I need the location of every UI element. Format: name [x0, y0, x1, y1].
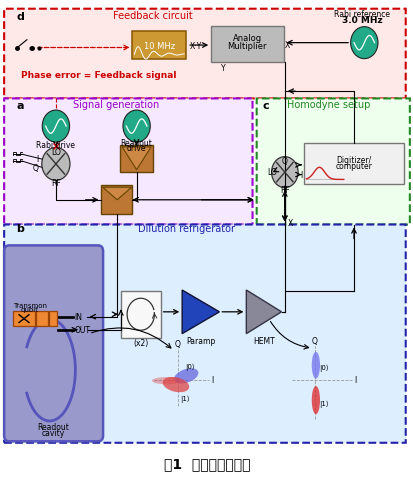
- Circle shape: [42, 148, 70, 181]
- FancyBboxPatch shape: [304, 144, 403, 185]
- FancyBboxPatch shape: [132, 32, 186, 60]
- FancyBboxPatch shape: [4, 10, 405, 99]
- Text: c: c: [261, 101, 268, 110]
- Text: |1⟩: |1⟩: [318, 400, 328, 407]
- Text: LO: LO: [51, 148, 61, 157]
- Text: Signal generation: Signal generation: [73, 100, 159, 110]
- FancyBboxPatch shape: [4, 225, 405, 443]
- Text: RF: RF: [279, 186, 289, 195]
- Text: IN: IN: [74, 313, 82, 321]
- Text: HEMT: HEMT: [252, 337, 274, 346]
- Circle shape: [123, 111, 150, 143]
- Text: a: a: [17, 101, 24, 110]
- FancyBboxPatch shape: [121, 291, 160, 338]
- Text: X·Y: X·Y: [189, 42, 202, 50]
- Text: Readout: Readout: [37, 423, 69, 431]
- Text: |1⟩: |1⟩: [180, 395, 189, 402]
- Text: 3.0 MHz: 3.0 MHz: [341, 16, 382, 25]
- Text: Transmon: Transmon: [13, 302, 47, 308]
- Ellipse shape: [311, 352, 319, 378]
- Text: |0⟩: |0⟩: [185, 363, 195, 370]
- Text: LO: LO: [266, 167, 276, 176]
- Ellipse shape: [311, 386, 319, 414]
- FancyBboxPatch shape: [13, 311, 35, 327]
- FancyBboxPatch shape: [4, 246, 103, 441]
- Text: Analog: Analog: [232, 34, 261, 43]
- Ellipse shape: [174, 368, 198, 384]
- Text: OUT: OUT: [74, 326, 90, 334]
- Text: (x2): (x2): [133, 338, 148, 347]
- Polygon shape: [122, 148, 151, 170]
- Text: Readout: Readout: [121, 139, 152, 148]
- Text: Q: Q: [281, 156, 287, 165]
- Text: I: I: [299, 171, 301, 180]
- FancyBboxPatch shape: [120, 146, 153, 173]
- Text: |0⟩: |0⟩: [318, 364, 328, 371]
- Text: 10 MHz: 10 MHz: [143, 42, 175, 50]
- Text: b: b: [17, 224, 24, 234]
- Text: Phase error = Feedback signal: Phase error = Feedback signal: [21, 71, 176, 79]
- Circle shape: [42, 111, 69, 143]
- Text: I: I: [353, 376, 356, 384]
- FancyBboxPatch shape: [101, 186, 132, 215]
- FancyArrowPatch shape: [270, 322, 308, 349]
- Text: Paramp: Paramp: [186, 337, 215, 346]
- Text: Multiplier: Multiplier: [227, 42, 266, 50]
- Ellipse shape: [162, 377, 189, 393]
- Text: cavity: cavity: [41, 428, 64, 437]
- Text: Y: Y: [221, 64, 225, 73]
- Text: RF: RF: [51, 179, 61, 187]
- Text: Digitizer/: Digitizer/: [335, 155, 371, 164]
- FancyBboxPatch shape: [36, 311, 48, 327]
- Text: Rabi drive: Rabi drive: [36, 141, 75, 150]
- FancyBboxPatch shape: [4, 99, 252, 225]
- Text: I: I: [211, 376, 213, 384]
- Text: Homodyne setup: Homodyne setup: [287, 100, 370, 110]
- Text: d: d: [17, 12, 24, 22]
- Text: Q: Q: [175, 339, 180, 348]
- Ellipse shape: [152, 378, 180, 385]
- FancyArrowPatch shape: [91, 328, 171, 348]
- Text: X: X: [287, 218, 292, 227]
- FancyBboxPatch shape: [211, 27, 283, 63]
- Text: drive: drive: [126, 144, 146, 152]
- Text: Feedback circuit: Feedback circuit: [113, 12, 192, 21]
- Polygon shape: [246, 290, 281, 334]
- Text: I: I: [37, 154, 39, 163]
- Polygon shape: [182, 290, 219, 334]
- Polygon shape: [102, 188, 131, 200]
- Text: qubit: qubit: [21, 307, 39, 313]
- Text: X: X: [284, 41, 290, 49]
- Text: Q: Q: [33, 164, 39, 173]
- Text: Dilution refrigerator: Dilution refrigerator: [138, 224, 234, 234]
- Circle shape: [350, 28, 377, 60]
- FancyBboxPatch shape: [49, 311, 57, 327]
- Text: Q: Q: [311, 337, 317, 346]
- Text: computer: computer: [335, 162, 372, 171]
- Text: 图1  弱测量实验装置: 图1 弱测量实验装置: [164, 457, 249, 470]
- Circle shape: [271, 157, 297, 188]
- FancyBboxPatch shape: [256, 99, 409, 225]
- Text: Rabi reference: Rabi reference: [333, 10, 389, 19]
